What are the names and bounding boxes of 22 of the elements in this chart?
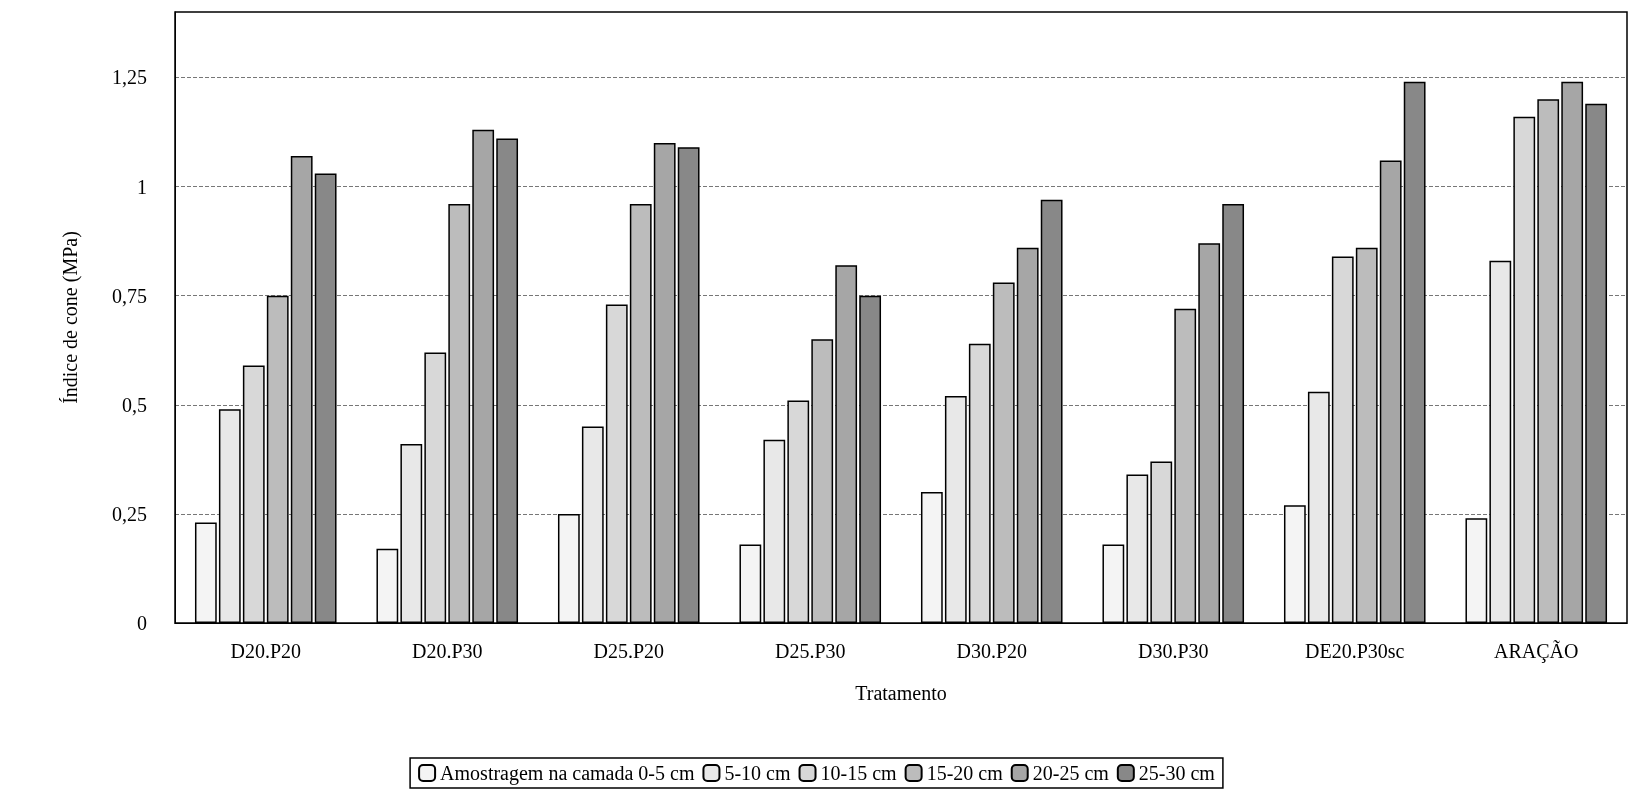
x-tick-label: D20.P20 [230,640,302,662]
legend-label: 5-10 cm [724,762,791,784]
y-tick-label: 0,25 [112,502,147,525]
x-tick-label: D25.P30 [774,640,846,662]
x-tick-label: D30.P30 [1137,640,1209,662]
legend-label: 10-15 cm [820,762,898,784]
x-tick-label: DE20.P30sc [1305,640,1405,662]
legend-label: 25-30 cm [1138,762,1216,784]
x-axis-title: Tratamento [855,682,947,704]
y-tick-label: 0,75 [112,284,147,307]
y-axis-title: Índice de cone (MPa) [59,231,82,404]
legend-label: 15-20 cm [926,762,1004,784]
legend-label: 20-25 cm [1032,762,1110,784]
x-tick-label: D20.P30 [411,640,483,662]
x-tick-label: D25.P20 [593,640,665,662]
y-tick-label: 0,5 [122,393,147,416]
y-tick-label: 1,25 [112,66,147,89]
y-tick-label: 1 [137,175,147,198]
x-tick-label: ARAÇÃO [1494,639,1579,663]
x-tick-label: D30.P20 [956,640,1028,662]
y-tick-label: 0 [137,612,147,634]
legend-label: Amostragem na camada 0-5 cm [440,762,695,785]
